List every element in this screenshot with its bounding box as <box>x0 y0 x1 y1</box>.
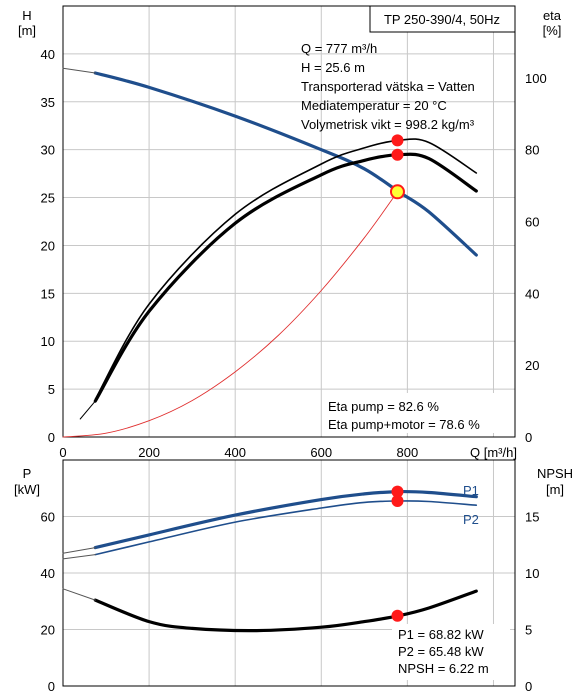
eta-pump-line: Eta pump = 82.6 % <box>328 399 439 414</box>
bottom-y-tick-label: 40 <box>41 566 55 581</box>
p2-curve-label: P2 <box>463 512 479 527</box>
top-x-tick-label: 200 <box>138 445 160 460</box>
model-label: TP 250-390/4, 50Hz <box>384 12 500 27</box>
bottom-curve-p2 <box>94 500 478 556</box>
top-grid <box>63 6 515 437</box>
top-y-tick-label: 20 <box>41 238 55 253</box>
p2-value-line: P2 = 65.48 kW <box>398 644 484 659</box>
bottom-curve-npsh <box>93 589 478 633</box>
power-label-box: P1 = 68.82 kW P2 = 65.48 kW NPSH = 6.22 … <box>392 624 510 680</box>
eta-label-box: Eta pump = 82.6 % Eta pump+motor = 78.6 … <box>322 393 508 433</box>
bottom-right-unit-symbol: NPSH <box>537 466 573 481</box>
top-left-unit: [m] <box>18 23 36 38</box>
top-curves <box>62 67 478 438</box>
bottom-y-tick-label: 20 <box>41 623 55 638</box>
top-curve-eff-tail <box>79 400 96 420</box>
bottom-y2-tick-label: 10 <box>525 566 539 581</box>
info-line: Mediatemperatur = 20 °C <box>301 98 447 113</box>
bottom-curve-p1 <box>93 489 478 550</box>
top-y2-tick-label: 80 <box>525 143 539 158</box>
top-right-unit-symbol: eta <box>543 8 562 23</box>
info-line: Volymetrisk vikt = 998.2 kg/m³ <box>301 117 475 132</box>
top-y2-tick-label: 20 <box>525 358 539 373</box>
top-curve-eff-thick <box>93 152 478 403</box>
top-y2-tick-labels: 0 20 40 60 80 100 <box>525 71 547 445</box>
bottom-y-tick-labels: 0 20 40 60 <box>41 510 55 692</box>
top-x-tick-label: 400 <box>224 445 246 460</box>
eta-pump-motor-line: Eta pump+motor = 78.6 % <box>328 417 480 432</box>
top-operating-point-marker <box>391 148 404 161</box>
bottom-curve-p-thin <box>62 554 96 560</box>
top-left-unit-symbol: H <box>22 8 31 23</box>
top-x-tick-label: 600 <box>310 445 332 460</box>
top-y-tick-label: 35 <box>41 95 55 110</box>
model-label-box: TP 250-390/4, 50Hz <box>369 5 516 33</box>
bottom-curve-p-thin <box>62 547 96 554</box>
top-y2-tick-label: 40 <box>525 286 539 301</box>
bottom-operating-point-marker <box>391 609 404 622</box>
bottom-markers <box>391 485 404 622</box>
top-y-tick-label: 25 <box>41 191 55 206</box>
info-line: H = 25.6 m <box>301 60 365 75</box>
top-operating-point-marker <box>391 134 404 147</box>
top-y-tick-label: 0 <box>48 430 55 445</box>
top-x-unit: Q [m³/h] <box>470 445 517 460</box>
top-x-tick-label: 0 <box>59 445 66 460</box>
top-right-unit: [%] <box>543 23 562 38</box>
top-operating-point-marker <box>389 184 405 200</box>
bottom-y-tick-label: 0 <box>48 679 55 692</box>
npsh-value-line: NPSH = 6.22 m <box>398 661 489 676</box>
bottom-operating-point-marker <box>391 494 404 507</box>
bottom-curve-npsh-thin <box>62 588 96 601</box>
info-line: Transporterad vätska = Vatten <box>301 79 475 94</box>
top-markers <box>389 134 405 200</box>
bottom-y-tick-label: 60 <box>41 510 55 525</box>
top-y2-tick-label: 60 <box>525 215 539 230</box>
top-curve-eff-thin <box>94 138 478 401</box>
bottom-y2-tick-label: 15 <box>525 510 539 525</box>
bottom-curves <box>62 489 478 633</box>
p1-curve-label: P1 <box>463 483 479 498</box>
bottom-left-unit-symbol: P <box>23 466 32 481</box>
top-y-tick-label: 40 <box>41 47 55 62</box>
top-y-tick-label: 30 <box>41 143 55 158</box>
info-block: Q = 777 m³/h H = 25.6 m Transporterad vä… <box>301 41 475 132</box>
p1-value-line: P1 = 68.82 kW <box>398 627 484 642</box>
bottom-operating-point-marker <box>391 485 404 498</box>
bottom-y2-tick-labels: 0 5 10 15 <box>525 510 539 692</box>
top-y2-tick-label: 0 <box>525 430 532 445</box>
top-y-tick-labels: 0 5 10 15 20 25 30 35 40 <box>41 47 55 445</box>
top-x-tick-labels: 0 200 400 600 800 <box>59 445 418 460</box>
bottom-y2-tick-label: 0 <box>525 679 532 692</box>
bottom-plot-frame <box>62 459 516 687</box>
top-curve-head-thin <box>62 67 96 74</box>
top-y-tick-label: 5 <box>48 382 55 397</box>
top-y-tick-label: 15 <box>41 286 55 301</box>
bottom-left-unit: [kW] <box>14 482 40 497</box>
top-plot-frame <box>62 5 516 438</box>
top-y2-tick-label: 100 <box>525 71 547 86</box>
top-curve-system <box>62 191 398 438</box>
info-line: Q = 777 m³/h <box>301 41 377 56</box>
top-x-tick-label: 800 <box>397 445 419 460</box>
top-y-tick-label: 10 <box>41 334 55 349</box>
bottom-y2-tick-label: 5 <box>525 623 532 638</box>
bottom-right-unit: [m] <box>546 482 564 497</box>
